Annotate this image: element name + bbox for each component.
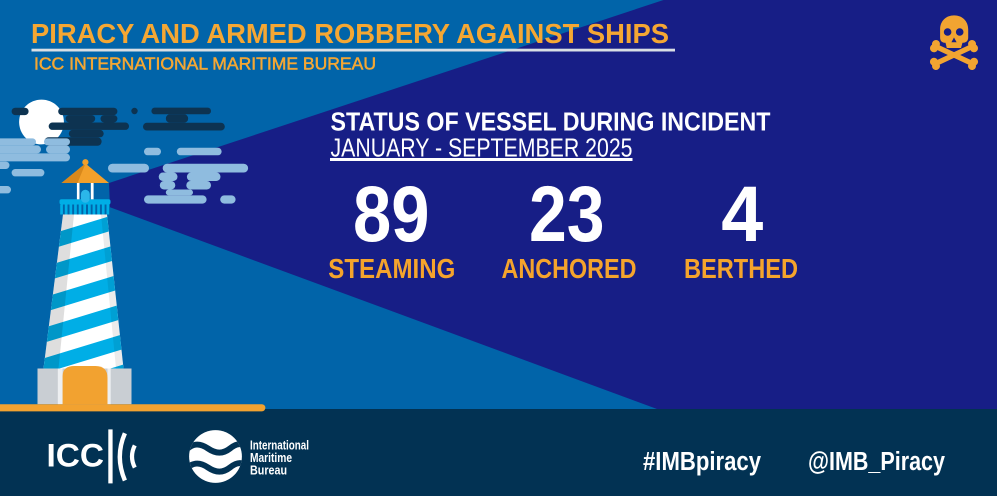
svg-text:ICC INTERNATIONAL MARITIME BUR: ICC INTERNATIONAL MARITIME BUREAU [34, 53, 376, 73]
svg-text:#IMBpiracy: #IMBpiracy [643, 446, 761, 476]
svg-text:Maritime: Maritime [250, 451, 292, 465]
svg-text:23: 23 [529, 170, 605, 258]
svg-text:International: International [250, 439, 309, 453]
svg-text:@IMB_Piracy: @IMB_Piracy [808, 446, 945, 476]
svg-text:PIRACY AND ARMED ROBBERY AGAIN: PIRACY AND ARMED ROBBERY AGAINST SHIPS [31, 18, 669, 49]
svg-text:ICC: ICC [47, 436, 105, 473]
svg-text:Bureau: Bureau [250, 464, 287, 478]
svg-text:ANCHORED: ANCHORED [502, 253, 637, 284]
svg-text:BERTHED: BERTHED [684, 253, 798, 284]
svg-text:4: 4 [721, 170, 763, 258]
svg-text:STEAMING: STEAMING [328, 253, 455, 284]
svg-text:STATUS OF VESSEL DURING INCIDE: STATUS OF VESSEL DURING INCIDENT [331, 107, 771, 137]
svg-text:89: 89 [353, 170, 430, 258]
svg-text:JANUARY - SEPTEMBER 2025: JANUARY - SEPTEMBER 2025 [331, 133, 633, 163]
